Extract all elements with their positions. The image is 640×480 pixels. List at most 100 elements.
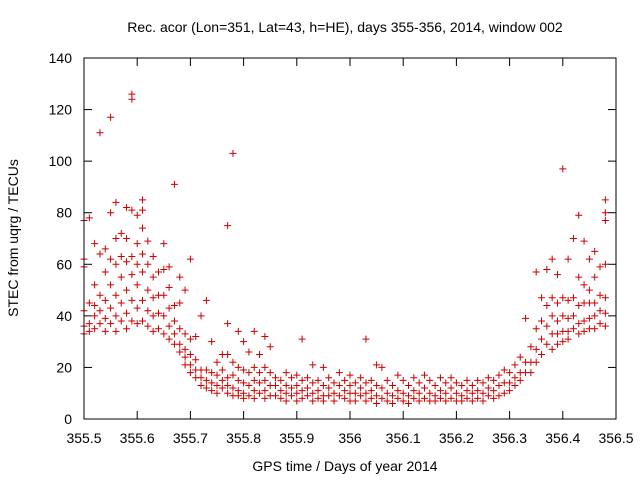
data-point [538,317,546,325]
data-point [277,387,285,395]
data-point [591,312,599,320]
data-point [500,366,508,374]
data-point [538,294,546,302]
data-point [277,394,285,402]
data-point [468,381,476,389]
data-point [341,376,349,384]
data-point [202,366,210,374]
data-point [272,392,280,400]
data-point [250,387,258,395]
data-point [495,371,503,379]
data-point [373,381,381,389]
data-point [282,397,290,405]
data-point [357,374,365,382]
data-point [133,260,141,268]
data-point [154,325,162,333]
y-tick-label: 100 [49,153,73,169]
x-tick-label: 356.1 [386,430,421,446]
x-tick-label: 356.5 [598,430,633,446]
data-point [405,400,413,408]
data-point [139,206,147,214]
data-point [149,312,157,320]
data-point [213,381,221,389]
data-point [447,394,455,402]
data-point [96,129,104,137]
data-point [442,397,450,405]
data-point [511,381,519,389]
data-point [596,307,604,315]
data-point [484,384,492,392]
data-point [208,369,216,377]
data-point [319,363,327,371]
data-point [564,327,572,335]
data-point [245,369,253,377]
data-point [383,389,391,397]
data-point [181,345,189,353]
data-point [85,299,93,307]
data-point [176,348,184,356]
data-point [325,384,333,392]
data-point [420,394,428,402]
data-point [553,340,561,348]
data-point [490,394,498,402]
data-points [80,90,609,408]
data-point [580,281,588,289]
data-point [511,361,519,369]
data-point [479,397,487,405]
data-point [309,389,317,397]
data-point [128,95,136,103]
data-point [293,371,301,379]
data-point [580,237,588,245]
data-point [468,389,476,397]
data-point [266,369,274,377]
data-point [218,366,226,374]
data-point [389,381,397,389]
data-point [149,294,157,302]
data-point [229,149,237,157]
data-point [601,209,609,217]
data-point [601,196,609,204]
data-point [112,312,120,320]
data-point [287,384,295,392]
data-point [314,394,322,402]
data-point [213,389,221,397]
data-point [426,376,434,384]
data-point [410,394,418,402]
data-point [410,387,418,395]
data-point [128,296,136,304]
data-point [601,260,609,268]
data-point [85,320,93,328]
data-point [128,271,136,279]
data-point [287,392,295,400]
data-point [468,397,476,405]
data-point [373,400,381,408]
y-tick-label: 80 [56,205,72,221]
data-point [532,268,540,276]
data-point [123,286,131,294]
data-point [192,332,200,340]
data-point [107,281,115,289]
data-point [553,271,561,279]
data-point [139,317,147,325]
data-point [303,392,311,400]
data-point [346,381,354,389]
data-point [516,353,524,361]
data-point [325,392,333,400]
data-point [458,397,466,405]
data-point [261,363,269,371]
data-point [240,394,248,402]
data-point [564,314,572,322]
data-point [165,322,173,330]
data-point [389,392,397,400]
y-tick-label: 120 [49,102,73,118]
data-point [463,387,471,395]
data-point [553,299,561,307]
data-point [564,296,572,304]
data-point [431,381,439,389]
data-point [373,392,381,400]
data-point [101,268,109,276]
data-point [181,286,189,294]
data-point [378,394,386,402]
data-point [96,307,104,315]
data-point [399,397,407,405]
